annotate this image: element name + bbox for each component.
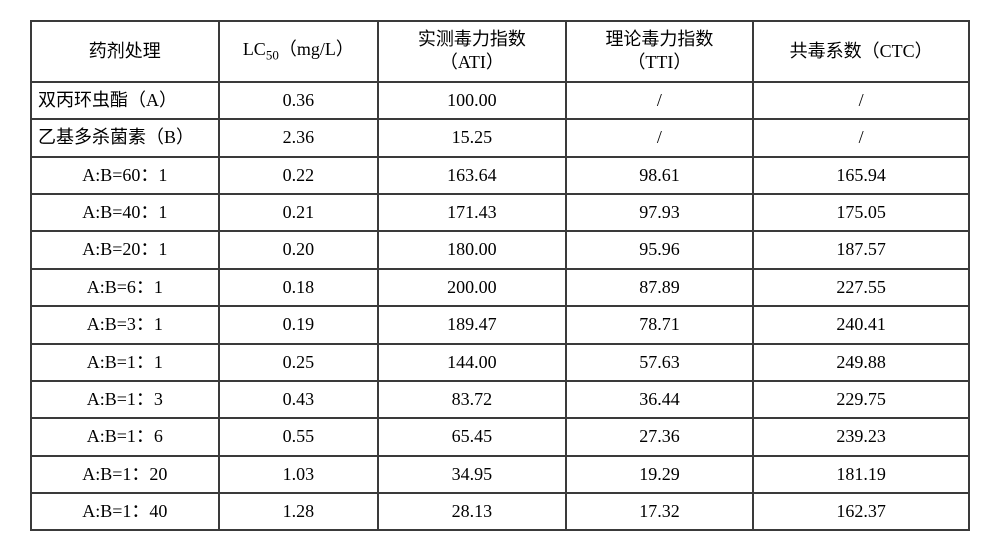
- cell-treatment: 乙基多杀菌素（B）: [31, 119, 219, 156]
- cell-ctc: 239.23: [753, 418, 969, 455]
- header-ctc: 共毒系数（CTC）: [753, 21, 969, 82]
- cell-lc50: 0.43: [219, 381, 378, 418]
- cell-ctc: 187.57: [753, 231, 969, 268]
- cell-ctc: 240.41: [753, 306, 969, 343]
- table-row: A:B=6：10.18200.0087.89227.55: [31, 269, 969, 306]
- cell-ati: 100.00: [378, 82, 566, 119]
- cell-treatment: A:B=1：20: [31, 456, 219, 493]
- lc50-prefix: LC: [243, 39, 266, 59]
- cell-ati: 180.00: [378, 231, 566, 268]
- cell-treatment: 双丙环虫酯（A）: [31, 82, 219, 119]
- cell-tti: 97.93: [566, 194, 754, 231]
- cell-tti: 98.61: [566, 157, 754, 194]
- tti-line2: （TTI）: [627, 52, 691, 72]
- cell-lc50: 0.21: [219, 194, 378, 231]
- cell-tti: 27.36: [566, 418, 754, 455]
- cell-tti: 95.96: [566, 231, 754, 268]
- cell-ctc: 229.75: [753, 381, 969, 418]
- cell-ati: 65.45: [378, 418, 566, 455]
- cell-ati: 189.47: [378, 306, 566, 343]
- cell-lc50: 0.22: [219, 157, 378, 194]
- cell-treatment: A:B=1：6: [31, 418, 219, 455]
- cell-treatment: A:B=3：1: [31, 306, 219, 343]
- cell-ati: 163.64: [378, 157, 566, 194]
- cell-ati: 144.00: [378, 344, 566, 381]
- cell-lc50: 0.20: [219, 231, 378, 268]
- cell-ctc: 249.88: [753, 344, 969, 381]
- table-row: A:B=3：10.19189.4778.71240.41: [31, 306, 969, 343]
- cell-treatment: A:B=6：1: [31, 269, 219, 306]
- table-body: 双丙环虫酯（A）0.36100.00//乙基多杀菌素（B）2.3615.25//…: [31, 82, 969, 531]
- cell-ati: 15.25: [378, 119, 566, 156]
- cell-tti: 36.44: [566, 381, 754, 418]
- table-row: A:B=1：10.25144.0057.63249.88: [31, 344, 969, 381]
- cell-ctc: /: [753, 119, 969, 156]
- cell-lc50: 1.03: [219, 456, 378, 493]
- cell-ctc: 181.19: [753, 456, 969, 493]
- cell-lc50: 0.55: [219, 418, 378, 455]
- header-lc50: LC50（mg/L）: [219, 21, 378, 82]
- header-ati: 实测毒力指数 （ATI）: [378, 21, 566, 82]
- cell-lc50: 0.36: [219, 82, 378, 119]
- cell-treatment: A:B=20：1: [31, 231, 219, 268]
- cell-lc50: 2.36: [219, 119, 378, 156]
- cell-tti: 87.89: [566, 269, 754, 306]
- cell-lc50: 0.19: [219, 306, 378, 343]
- lc50-sub: 50: [266, 48, 279, 63]
- table-row: 乙基多杀菌素（B）2.3615.25//: [31, 119, 969, 156]
- lc50-suffix: （mg/L）: [279, 39, 354, 59]
- header-tti: 理论毒力指数 （TTI）: [566, 21, 754, 82]
- table-header-row: 药剂处理 LC50（mg/L） 实测毒力指数（ATI） 理论毒力指数（TTI） …: [31, 21, 969, 82]
- cell-ati: 171.43: [378, 194, 566, 231]
- cell-tti: /: [566, 119, 754, 156]
- cell-ctc: 227.55: [753, 269, 969, 306]
- cell-tti: 78.71: [566, 306, 754, 343]
- cell-ati: 34.95: [378, 456, 566, 493]
- cell-ctc: 175.05: [753, 194, 969, 231]
- table-row: 双丙环虫酯（A）0.36100.00//: [31, 82, 969, 119]
- cell-lc50: 0.18: [219, 269, 378, 306]
- cell-ati: 200.00: [378, 269, 566, 306]
- cell-treatment: A:B=1：3: [31, 381, 219, 418]
- cell-ati: 83.72: [378, 381, 566, 418]
- ati-line2: （ATI）: [440, 52, 504, 72]
- table-row: A:B=1：30.4383.7236.44229.75: [31, 381, 969, 418]
- cell-tti: 57.63: [566, 344, 754, 381]
- header-treatment: 药剂处理: [31, 21, 219, 82]
- ati-line1: 实测毒力指数: [418, 29, 526, 49]
- table-row: A:B=60：10.22163.6498.61165.94: [31, 157, 969, 194]
- cell-treatment: A:B=60：1: [31, 157, 219, 194]
- cell-treatment: A:B=40：1: [31, 194, 219, 231]
- table-row: A:B=20：10.20180.0095.96187.57: [31, 231, 969, 268]
- cell-treatment: A:B=1：1: [31, 344, 219, 381]
- tti-line1: 理论毒力指数: [605, 29, 713, 49]
- cell-tti: 19.29: [566, 456, 754, 493]
- table-row: A:B=40：10.21171.4397.93175.05: [31, 194, 969, 231]
- toxicity-table: 药剂处理 LC50（mg/L） 实测毒力指数（ATI） 理论毒力指数（TTI） …: [30, 20, 970, 531]
- table-row: A:B=1：60.5565.4527.36239.23: [31, 418, 969, 455]
- cell-ctc: /: [753, 82, 969, 119]
- table-row: A:B=1：201.0334.9519.29181.19: [31, 456, 969, 493]
- cell-lc50: 0.25: [219, 344, 378, 381]
- cell-tti: /: [566, 82, 754, 119]
- cell-ctc: 165.94: [753, 157, 969, 194]
